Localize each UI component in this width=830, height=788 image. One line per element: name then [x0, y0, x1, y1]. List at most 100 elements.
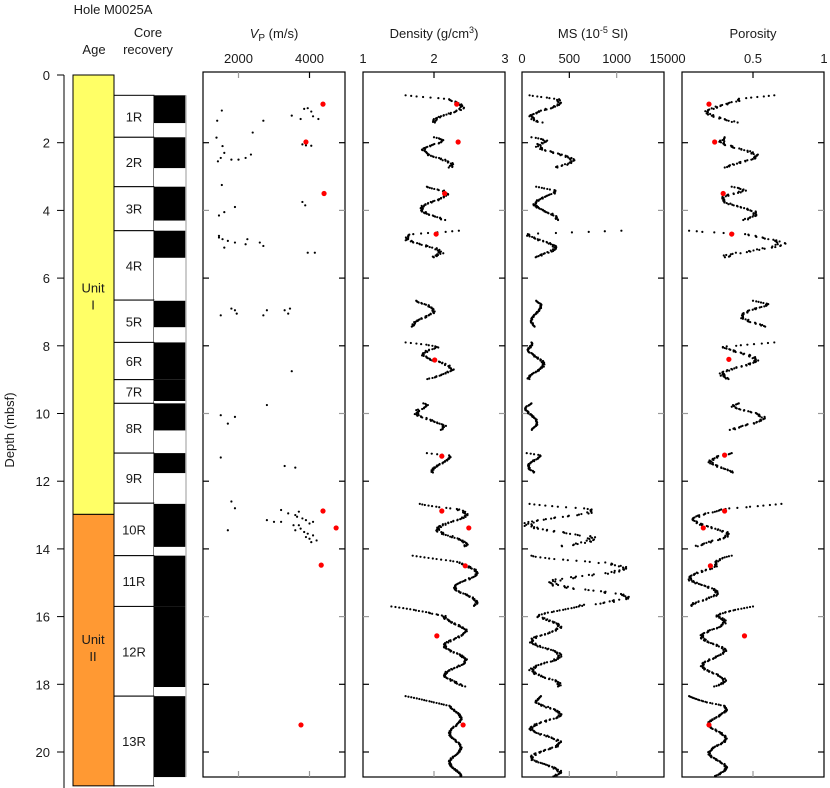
log-point: [535, 519, 538, 522]
log-point: [747, 234, 750, 237]
log-point: [713, 510, 716, 513]
log-point: [575, 605, 578, 609]
log-point: [534, 256, 537, 259]
log-point: [536, 95, 539, 98]
log-point: [556, 505, 559, 508]
core-label: 8R: [126, 421, 143, 436]
log-point: [555, 774, 558, 777]
log-point: [432, 312, 435, 315]
log-point: [258, 241, 261, 244]
log-point: [463, 545, 466, 548]
log-point: [712, 107, 715, 111]
discrete-sample-point: [462, 563, 468, 569]
log-point: [462, 541, 465, 544]
log-point: [546, 611, 549, 614]
log-point: [714, 591, 717, 594]
log-point: [711, 702, 714, 705]
log-point: [527, 520, 530, 524]
log-point: [594, 603, 597, 606]
log-point: [420, 302, 424, 305]
log-point: [433, 121, 436, 124]
depth-tick-label: 18: [36, 677, 50, 692]
log-point: [532, 643, 535, 646]
log-point: [437, 142, 440, 145]
log-point: [535, 760, 538, 763]
log-point: [566, 559, 569, 562]
log-point: [533, 325, 536, 328]
log-point: [597, 561, 600, 565]
log-point: [552, 717, 555, 720]
log-point: [317, 117, 320, 121]
log-point: [698, 523, 702, 526]
core-label: 6R: [126, 354, 143, 369]
log-point: [621, 566, 625, 569]
log-point: [554, 578, 557, 581]
log-point: [556, 166, 559, 169]
log-point: [308, 522, 311, 525]
log-point: [570, 156, 573, 160]
log-point: [708, 596, 711, 600]
log-point: [219, 414, 222, 417]
log-point: [547, 251, 550, 254]
discrete-sample-point: [320, 508, 326, 514]
log-point: [534, 753, 537, 757]
log-point: [443, 617, 446, 620]
log-point: [542, 365, 545, 368]
log-point: [730, 554, 733, 557]
log-point: [713, 231, 716, 234]
log-point: [445, 506, 448, 509]
discrete-sample-point: [320, 101, 326, 107]
log-point: [431, 612, 434, 615]
log-point: [709, 701, 712, 705]
log-point: [552, 151, 555, 155]
log-point: [718, 117, 721, 120]
log-point: [723, 166, 726, 169]
log-point: [731, 252, 734, 255]
log-point: [714, 527, 717, 530]
log-point: [698, 515, 701, 518]
log-point: [711, 463, 715, 466]
log-point: [244, 156, 247, 160]
log-point: [528, 351, 531, 354]
log-point: [606, 572, 610, 575]
log-point: [707, 670, 711, 673]
log-point: [576, 542, 579, 546]
log-point: [415, 342, 418, 345]
log-point: [429, 154, 432, 157]
log-point: [718, 616, 721, 619]
x-tick-label: 1000: [602, 51, 631, 66]
log-point: [590, 536, 594, 539]
log-point: [709, 112, 712, 116]
log-point: [736, 506, 739, 509]
log-point: [534, 636, 538, 640]
log-point: [697, 582, 700, 585]
log-point: [543, 633, 547, 636]
log-point: [735, 100, 738, 103]
log-point: [449, 640, 452, 643]
log-point: [412, 241, 415, 244]
x-tick-label: 2000: [224, 51, 253, 66]
log-point: [760, 416, 763, 419]
log-point: [562, 608, 565, 611]
log-point: [540, 254, 543, 257]
log-point: [431, 120, 435, 124]
log-point: [437, 346, 440, 349]
log-point: [446, 534, 450, 537]
log-point: [420, 343, 423, 346]
log-point: [599, 602, 602, 605]
log-point: [728, 165, 731, 168]
log-point: [555, 652, 559, 655]
log-point: [745, 364, 748, 367]
log-point: [750, 96, 753, 99]
log-point: [432, 136, 436, 139]
log-point: [444, 372, 447, 375]
log-point: [717, 715, 721, 718]
log-point: [435, 156, 438, 159]
log-point: [561, 577, 564, 580]
log-point: [437, 251, 440, 254]
log-point: [559, 684, 562, 687]
log-point: [581, 574, 584, 578]
log-point: [719, 683, 722, 686]
log-point: [431, 557, 434, 560]
log-point: [556, 625, 560, 628]
